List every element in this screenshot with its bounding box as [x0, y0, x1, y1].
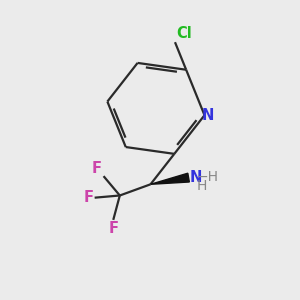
Text: F: F	[108, 221, 118, 236]
Text: F: F	[92, 160, 102, 175]
Text: N: N	[190, 169, 202, 184]
Polygon shape	[151, 173, 189, 184]
Text: −H: −H	[197, 170, 219, 184]
Text: Cl: Cl	[176, 26, 192, 41]
Text: F: F	[83, 190, 93, 205]
Text: N: N	[202, 108, 214, 123]
Text: H: H	[197, 179, 207, 193]
